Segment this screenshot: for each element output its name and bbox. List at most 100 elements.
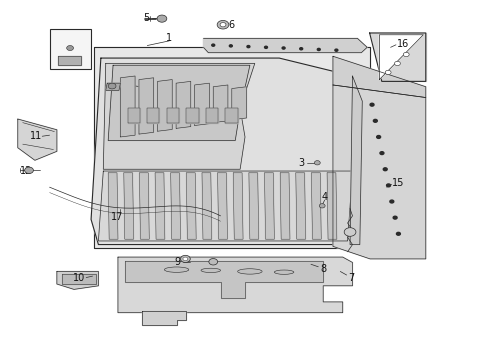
Polygon shape [195, 83, 209, 126]
Polygon shape [140, 173, 149, 239]
Circle shape [229, 45, 232, 47]
Polygon shape [333, 85, 426, 259]
Text: 10: 10 [73, 273, 85, 283]
Polygon shape [108, 65, 250, 140]
Circle shape [403, 52, 409, 57]
Polygon shape [379, 35, 423, 80]
Circle shape [180, 255, 190, 262]
Circle shape [383, 168, 387, 171]
Circle shape [387, 184, 391, 187]
Polygon shape [232, 87, 246, 120]
Polygon shape [118, 257, 352, 313]
Polygon shape [124, 173, 134, 239]
Circle shape [393, 216, 397, 219]
Text: 12: 12 [20, 166, 32, 176]
Polygon shape [158, 80, 172, 131]
Circle shape [157, 15, 167, 22]
Polygon shape [62, 274, 96, 284]
Circle shape [265, 46, 268, 48]
Polygon shape [167, 108, 179, 123]
Circle shape [344, 228, 356, 236]
Polygon shape [233, 173, 243, 239]
Circle shape [108, 83, 116, 89]
Ellipse shape [201, 268, 220, 273]
Circle shape [335, 49, 338, 51]
Polygon shape [98, 171, 352, 241]
Circle shape [67, 45, 74, 50]
Polygon shape [296, 173, 306, 239]
Polygon shape [203, 39, 367, 53]
Polygon shape [106, 83, 121, 90]
Circle shape [247, 45, 250, 48]
Polygon shape [155, 173, 165, 239]
Text: 14: 14 [69, 50, 81, 60]
Polygon shape [58, 56, 81, 65]
Text: 2: 2 [126, 80, 132, 90]
Circle shape [319, 204, 325, 208]
Polygon shape [91, 58, 362, 244]
Polygon shape [206, 108, 218, 123]
Text: 3: 3 [298, 158, 304, 168]
Text: 9: 9 [174, 257, 181, 267]
Text: 11: 11 [30, 131, 42, 141]
Polygon shape [249, 173, 259, 239]
Circle shape [282, 47, 285, 49]
Text: 13: 13 [69, 31, 81, 41]
Polygon shape [103, 63, 255, 169]
Circle shape [300, 48, 303, 50]
Circle shape [220, 23, 226, 27]
Text: 17: 17 [111, 212, 123, 221]
Circle shape [380, 152, 384, 154]
Polygon shape [280, 173, 290, 239]
Circle shape [209, 258, 218, 265]
Polygon shape [121, 76, 135, 137]
Polygon shape [218, 173, 227, 239]
Polygon shape [128, 108, 140, 123]
Circle shape [212, 44, 215, 46]
Polygon shape [202, 173, 212, 239]
Polygon shape [125, 261, 323, 298]
Circle shape [373, 120, 377, 122]
Text: 1: 1 [166, 33, 172, 43]
Polygon shape [18, 119, 57, 160]
Circle shape [183, 257, 188, 261]
Text: 4: 4 [321, 192, 328, 202]
Circle shape [24, 167, 33, 174]
Ellipse shape [164, 267, 189, 273]
Text: 15: 15 [392, 178, 404, 188]
Polygon shape [333, 56, 426, 98]
Circle shape [394, 61, 400, 66]
Polygon shape [139, 78, 154, 134]
Text: 6: 6 [229, 20, 235, 30]
Polygon shape [186, 173, 196, 239]
Circle shape [385, 70, 391, 75]
Polygon shape [176, 81, 191, 129]
Text: 16: 16 [397, 39, 409, 49]
Polygon shape [147, 108, 159, 123]
Circle shape [377, 135, 381, 138]
Circle shape [370, 103, 374, 106]
Polygon shape [225, 108, 238, 123]
Circle shape [318, 48, 320, 50]
FancyBboxPatch shape [49, 30, 91, 69]
Circle shape [315, 161, 320, 165]
Text: 5: 5 [143, 13, 149, 23]
Polygon shape [369, 33, 426, 81]
Polygon shape [327, 173, 337, 239]
Polygon shape [186, 108, 198, 123]
Ellipse shape [274, 270, 294, 274]
Polygon shape [312, 173, 321, 239]
Circle shape [390, 200, 394, 203]
Text: 8: 8 [320, 264, 326, 274]
Polygon shape [265, 173, 274, 239]
Polygon shape [94, 47, 369, 248]
Polygon shape [213, 85, 228, 123]
Ellipse shape [238, 269, 262, 274]
Polygon shape [143, 311, 186, 325]
Polygon shape [350, 76, 362, 244]
Polygon shape [57, 271, 98, 289]
Circle shape [396, 232, 400, 235]
Polygon shape [171, 173, 180, 239]
Circle shape [217, 21, 229, 29]
Polygon shape [108, 173, 118, 239]
